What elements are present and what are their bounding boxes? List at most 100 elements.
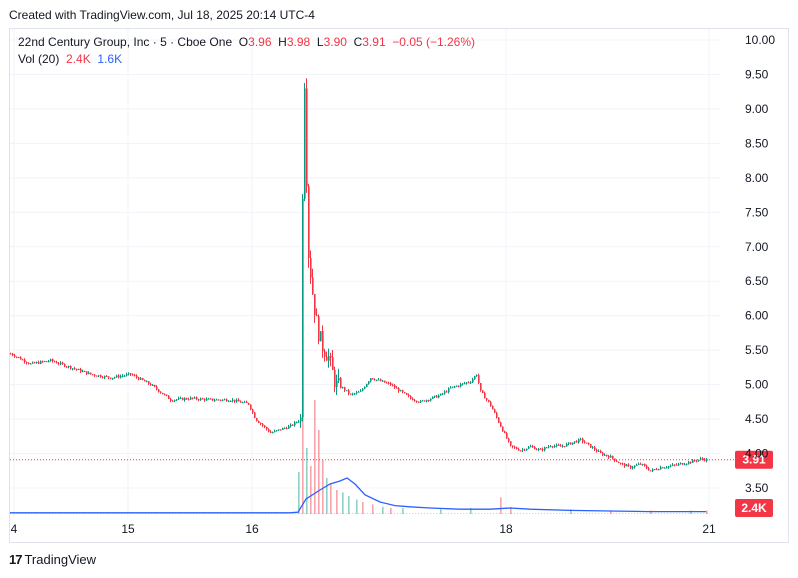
candle-body xyxy=(482,390,484,393)
candle-body xyxy=(338,378,340,381)
candle-body xyxy=(544,447,546,450)
candle-body xyxy=(74,368,76,369)
candle-body xyxy=(502,427,504,432)
y-tick-label: 9.50 xyxy=(745,67,769,81)
candle-body xyxy=(224,399,226,400)
candle-body xyxy=(370,378,372,381)
candle-body xyxy=(558,445,560,446)
volume-bar xyxy=(622,513,623,514)
candle-body xyxy=(372,378,374,379)
candle-body xyxy=(380,380,382,382)
candle-body xyxy=(128,373,130,374)
volume-bar xyxy=(574,513,575,514)
candle-body xyxy=(214,400,216,401)
candle-body xyxy=(150,384,152,385)
candle-body xyxy=(246,402,248,403)
candle-body xyxy=(174,400,176,401)
candle-body xyxy=(328,356,330,361)
candle-body xyxy=(470,382,472,383)
volume-bar xyxy=(306,448,308,514)
candle-body xyxy=(52,359,54,361)
y-tick-label: 9.00 xyxy=(745,102,769,116)
volume-bar xyxy=(454,513,455,514)
candle-body xyxy=(292,425,294,426)
candle-body xyxy=(394,385,396,387)
candle-body xyxy=(18,357,20,358)
candle-body xyxy=(288,426,290,429)
volume-bar xyxy=(348,496,350,514)
volume-bar xyxy=(424,513,425,514)
volume-bar xyxy=(556,513,557,514)
candle-body xyxy=(344,387,346,390)
volume-bar xyxy=(514,513,515,514)
candle-body xyxy=(270,432,272,433)
volume-bar xyxy=(484,513,485,514)
candle-body xyxy=(222,400,224,401)
candle-body xyxy=(570,443,572,445)
tradingview-logo[interactable]: 17 TradingView xyxy=(9,552,96,567)
candle-body xyxy=(172,401,174,402)
candle-body xyxy=(24,360,26,362)
candle-body xyxy=(548,446,550,447)
candle-body xyxy=(628,465,630,466)
x-tick-label: 16 xyxy=(245,522,259,536)
volume-bar xyxy=(676,513,677,514)
volume-bar xyxy=(362,502,364,514)
candle-body xyxy=(456,386,458,387)
candle-body xyxy=(572,442,574,444)
candle-body xyxy=(38,362,40,364)
candle-body xyxy=(556,445,558,446)
volume-bar xyxy=(682,513,683,514)
volume-bar xyxy=(613,513,614,514)
candle-body xyxy=(332,357,334,370)
candle-body xyxy=(48,361,50,362)
volume-bar xyxy=(376,513,377,514)
candle-body xyxy=(696,461,698,462)
candle-body xyxy=(104,376,106,378)
candle-body xyxy=(22,359,24,360)
candle-body xyxy=(542,449,544,450)
volume-bar xyxy=(336,490,338,514)
candle-body xyxy=(402,390,404,392)
candle-body xyxy=(362,389,364,391)
candle-body xyxy=(396,388,398,389)
candle-body xyxy=(122,376,124,377)
candle-body xyxy=(442,394,444,395)
candle-body xyxy=(448,388,450,392)
candle-body xyxy=(78,369,80,370)
candle-body xyxy=(118,376,120,378)
candle-body xyxy=(670,466,672,467)
volume-bar xyxy=(508,513,509,514)
volume-bar xyxy=(517,513,518,514)
candle-body xyxy=(576,441,578,442)
candle-body xyxy=(682,463,684,464)
candle-body xyxy=(66,367,68,368)
volume-bar xyxy=(356,500,358,514)
candle-body xyxy=(638,464,640,465)
candle-body xyxy=(348,390,350,393)
candle-body xyxy=(360,391,362,392)
candle-body xyxy=(516,448,518,450)
candle-body xyxy=(658,469,660,470)
candle-body xyxy=(92,374,94,375)
candle-body xyxy=(640,464,642,465)
candle-body xyxy=(634,466,636,468)
volume-bar xyxy=(670,513,671,514)
candle-body xyxy=(88,373,90,374)
candle-body xyxy=(460,384,462,386)
candle-body xyxy=(586,443,588,444)
candle-body xyxy=(248,403,250,405)
candle-body xyxy=(98,375,100,376)
candle-body xyxy=(668,466,670,467)
candle-body xyxy=(596,450,598,452)
candle-body xyxy=(304,88,306,198)
candle-body xyxy=(672,465,674,466)
candle-body xyxy=(410,396,412,398)
legend-close: 3.91 xyxy=(362,35,385,49)
candle-body xyxy=(436,396,438,398)
volume-bar xyxy=(346,513,347,514)
candle-body xyxy=(206,399,208,401)
candle-body xyxy=(352,394,354,395)
candle-body xyxy=(612,456,614,459)
